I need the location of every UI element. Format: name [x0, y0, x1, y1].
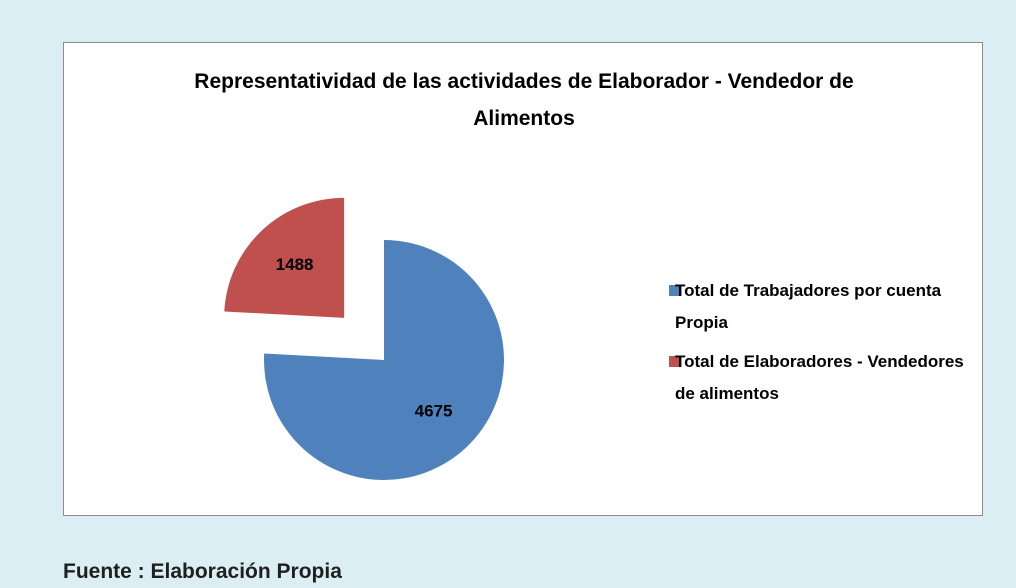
pie-slice	[224, 197, 345, 318]
legend-label: Total de Elaboradores - Vendedores de al…	[675, 352, 964, 403]
legend-label: Total de Trabajadores por cuenta Propia	[675, 281, 942, 332]
chart-title: Representatividad de las actividades de …	[194, 70, 854, 130]
data-label: 4675	[415, 402, 453, 421]
source-note: Fuente : Elaboración Propia	[63, 560, 342, 583]
chart: Representatividad de las actividades de …	[63, 42, 983, 516]
legend-swatch	[669, 285, 680, 296]
pie-slice	[264, 240, 504, 481]
legend-swatch	[669, 356, 680, 367]
plot: 4675 1488	[224, 197, 504, 481]
data-label: 1488	[276, 255, 314, 274]
